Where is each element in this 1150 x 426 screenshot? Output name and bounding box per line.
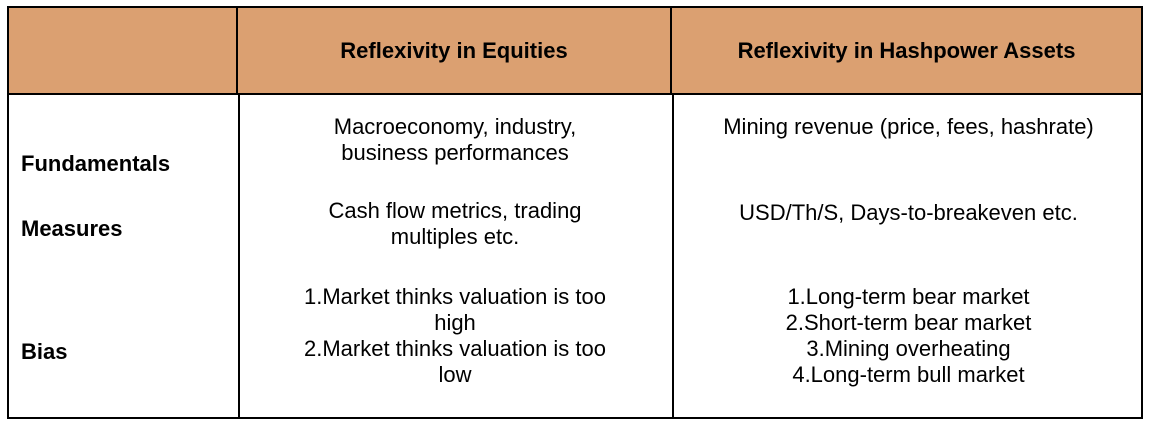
header-cell-empty [9,8,238,93]
comparison-table: Reflexivity in Equities Reflexivity in H… [7,6,1143,419]
table-cell-bias-equities: 1.Market thinks valuation is too high 2.… [250,284,660,388]
row-label-bias: Bias [21,339,68,364]
cell-text-line: business performances [341,140,569,165]
cell-text-line: low [438,362,472,387]
header-cell-hashpower: Reflexivity in Hashpower Assets [737,37,1076,63]
cell-text-line: Cash flow metrics, trading [328,198,582,223]
table-header-row: Reflexivity in Equities Reflexivity in H… [9,8,1141,95]
cell-text-line: Macroeconomy, industry, [333,114,577,139]
table-cell-fundamentals-hashpower: Mining revenue (price, fees, hashrate) [681,114,1136,140]
table-cell-measures-equities: Cash flow metrics, trading multiples etc… [250,198,660,250]
table-cell-fundamentals-equities: Macroeconomy, industry, business perform… [250,114,660,166]
cell-text-line: 1.Long-term bear market [787,284,1030,309]
column-divider [672,95,674,419]
table-cell-bias-hashpower: 1.Long-term bear market 2.Short-term bea… [681,284,1136,388]
table-cell-measures-hashpower: USD/Th/S, Days-to-breakeven etc. [681,200,1136,226]
cell-text-line: USD/Th/S, Days-to-breakeven etc. [739,200,1078,225]
row-label-measures: Measures [21,216,123,241]
cell-text-line: 1.Market thinks valuation is too [303,284,607,309]
cell-text-line: Mining revenue (price, fees, hashrate) [723,114,1094,139]
cell-text-line: high [434,310,476,335]
cell-text-line: 2.Market thinks valuation is too [303,336,607,361]
column-divider [238,95,240,419]
cell-text-line: multiples etc. [390,224,520,249]
row-label-fundamentals: Fundamentals [21,151,171,176]
cell-text-line: 4.Long-term bull market [792,362,1025,387]
cell-text-line: 3.Mining overheating [806,336,1011,361]
cell-text-line: 2.Short-term bear market [785,310,1032,335]
header-cell-equities: Reflexivity in Equities [238,8,672,93]
